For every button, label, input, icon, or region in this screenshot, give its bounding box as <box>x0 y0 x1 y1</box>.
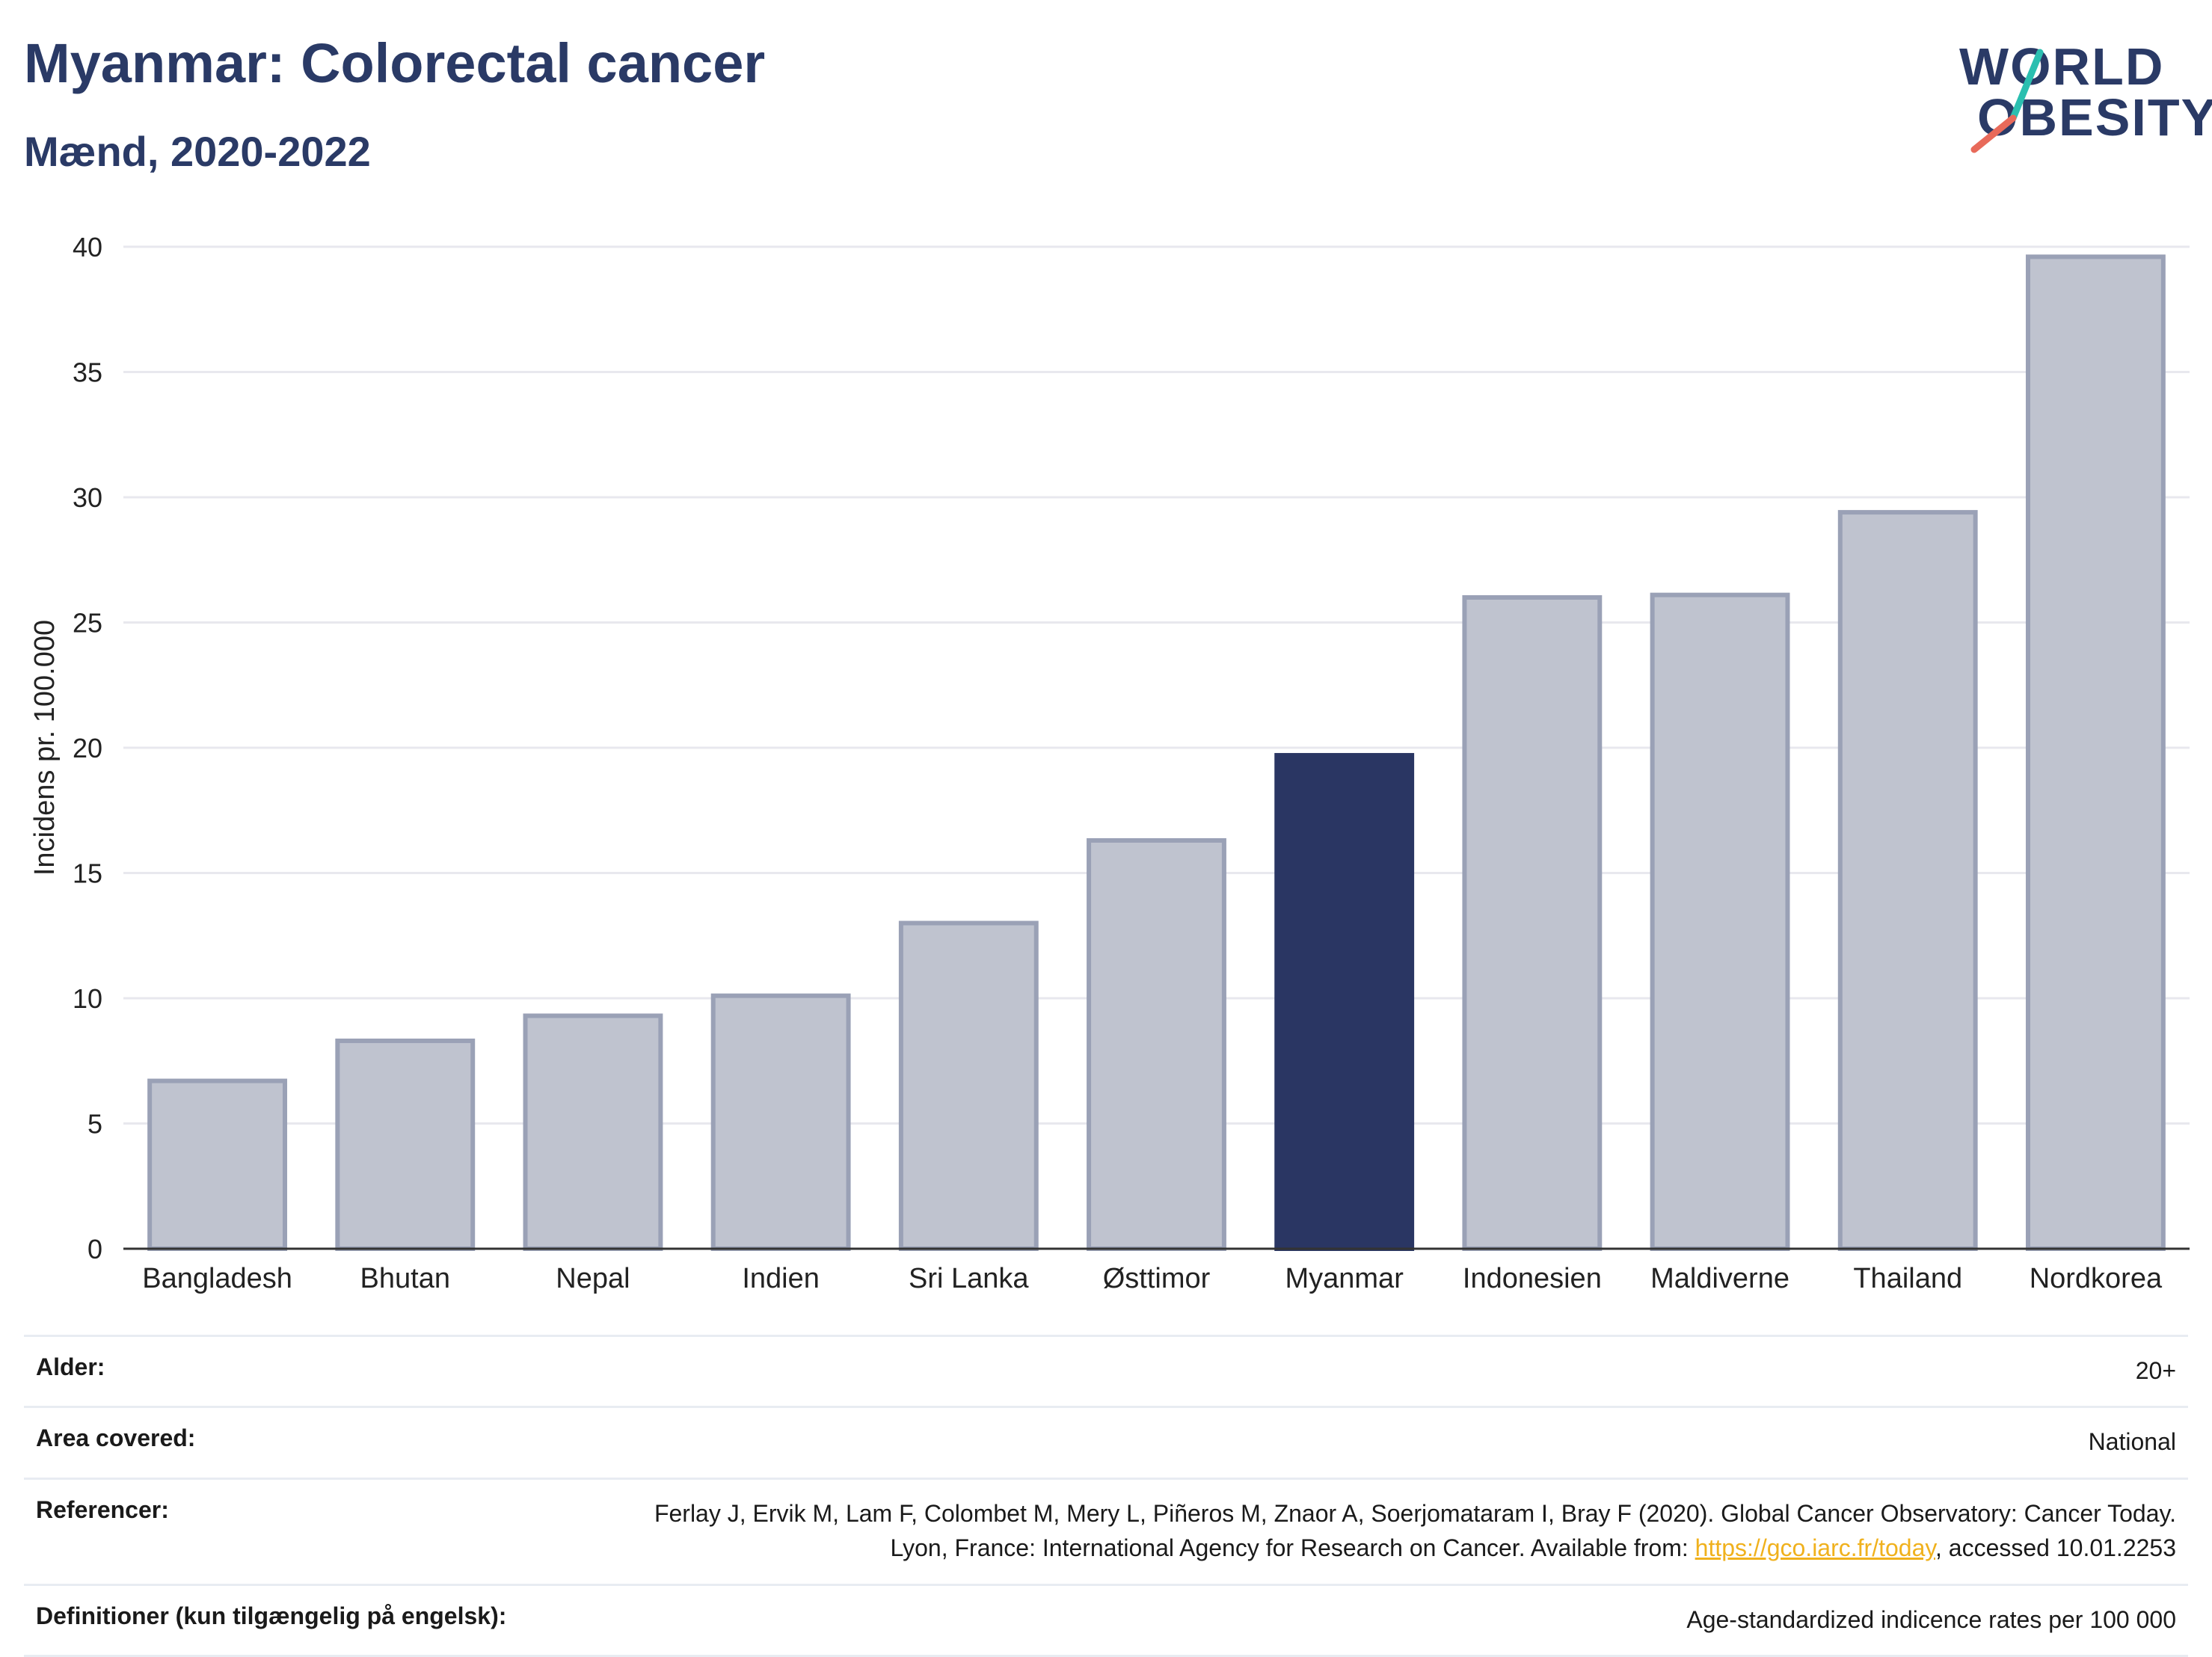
meta-row-area: Area covered: National <box>24 1406 2188 1477</box>
y-tick-label: 30 <box>73 482 102 513</box>
reference-text: Ferlay J, Ervik M, Lam F, Colombet M, Me… <box>654 1499 2176 1562</box>
y-tick-label: 5 <box>87 1109 102 1140</box>
reference-link[interactable]: https://gco.iarc.fr/today <box>1695 1534 1935 1562</box>
meta-row-references: Referencer: Ferlay J, Ervik M, Lam F, Co… <box>24 1477 2188 1584</box>
bar <box>1274 753 1415 1251</box>
logo-slash-icon <box>1970 49 2044 153</box>
y-tick-label: 15 <box>73 858 102 889</box>
meta-value: Age-standardized indicence rates per 100… <box>1686 1605 2176 1633</box>
bar <box>2025 254 2166 1251</box>
bar <box>1087 837 1226 1251</box>
meta-row-age: Alder: 20+ <box>24 1335 2188 1406</box>
x-tick-label: Nordkorea <box>2030 1263 2163 1294</box>
y-axis-label: Incidens pr. 100.000 <box>29 620 61 876</box>
meta-label: Definitioner (kun tilgængelig på engelsk… <box>36 1602 507 1629</box>
reference-accessed: , accessed 10.01.2253 <box>1935 1534 2176 1562</box>
y-tick-label: 20 <box>73 733 102 763</box>
y-tick-label: 35 <box>73 357 102 388</box>
bar <box>1462 595 1603 1251</box>
meta-value: Ferlay J, Ervik M, Lam F, Colombet M, Me… <box>606 1496 2176 1566</box>
x-tick-label: Sri Lanka <box>909 1263 1029 1294</box>
meta-label: Area covered: <box>36 1424 196 1452</box>
bar <box>1650 592 1790 1251</box>
y-tick-label: 25 <box>73 608 102 639</box>
bar <box>710 993 851 1252</box>
x-tick-label: Nepal <box>556 1263 630 1294</box>
x-tick-label: Indonesien <box>1463 1263 1602 1294</box>
y-tick-label: 40 <box>73 232 102 262</box>
chart-subtitle: Mænd, 2020-2022 <box>24 128 371 175</box>
bar <box>1837 510 1978 1252</box>
bar <box>147 1078 288 1252</box>
metadata-table: Alder: 20+ Area covered: National Refere… <box>24 1335 2188 1657</box>
x-tick-label: Thailand <box>1853 1263 1962 1294</box>
x-tick-label: Bangladesh <box>142 1263 292 1294</box>
meta-value: National <box>2088 1428 2176 1456</box>
x-tick-label: Myanmar <box>1285 1263 1404 1294</box>
meta-label: Alder: <box>36 1353 105 1380</box>
y-tick-label: 0 <box>87 1234 102 1264</box>
bar <box>898 920 1039 1251</box>
x-tick-label: Maldiverne <box>1650 1263 1789 1294</box>
bar <box>335 1038 476 1251</box>
meta-value: 20+ <box>2135 1357 2176 1384</box>
meta-row-definitions: Definitioner (kun tilgængelig på engelsk… <box>24 1583 2188 1657</box>
chart-title: Myanmar: Colorectal cancer <box>24 32 766 94</box>
logo-line-1: WORLD <box>1959 37 2165 96</box>
y-tick-label: 10 <box>73 983 102 1014</box>
world-obesity-logo: WORLD OBESITY <box>1944 30 2212 157</box>
x-tick-label: Bhutan <box>360 1263 450 1294</box>
x-tick-label: Indien <box>742 1263 820 1294</box>
bar <box>523 1013 663 1251</box>
x-tick-label: Østtimor <box>1103 1263 1211 1294</box>
bar-chart: 0 5 10 15 20 25 30 35 40 Incidens pr. 100.000 Bang… <box>29 232 2190 1294</box>
meta-label: Referencer: <box>36 1495 169 1523</box>
